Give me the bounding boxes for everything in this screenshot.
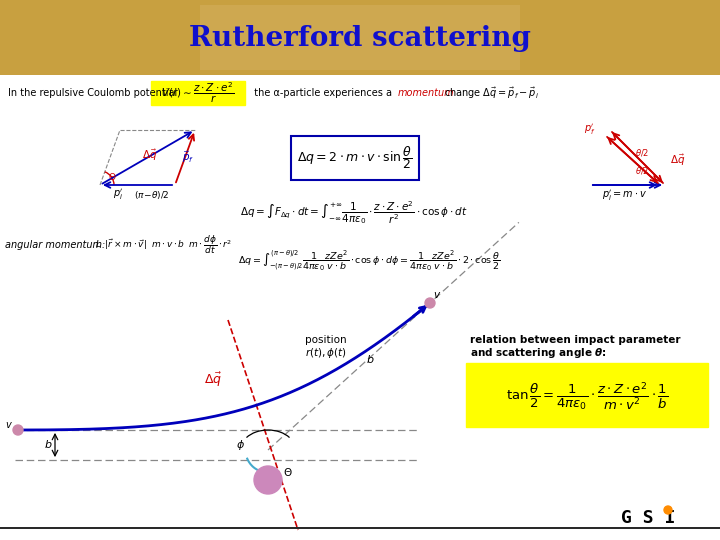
Text: v: v (5, 420, 11, 430)
Text: change $\Delta\vec{q} = \vec{p}_f - \vec{p}_i$: change $\Delta\vec{q} = \vec{p}_f - \vec… (444, 85, 539, 100)
Text: relation between impact parameter: relation between impact parameter (470, 335, 680, 345)
Bar (0, 0, 720, 75)
Text: $p_i' = m \cdot v$: $p_i' = m \cdot v$ (603, 188, 647, 204)
Text: $\Theta$: $\Theta$ (283, 466, 293, 478)
Text: $\Delta\vec{q}$: $\Delta\vec{q}$ (204, 371, 222, 389)
Bar (200, 5, 520, 70)
Bar (0, 75, 720, 530)
Text: position: position (305, 335, 346, 345)
Text: $(\pi\!-\!\theta)/2$: $(\pi\!-\!\theta)/2$ (134, 189, 170, 201)
Text: $L \;\; |\vec{r} \times m \cdot \vec{v}| \;\; m \cdot v \cdot b \;\; m \cdot \df: $L \;\; |\vec{r} \times m \cdot \vec{v}|… (95, 234, 233, 256)
Circle shape (425, 298, 435, 308)
Text: $\Theta$: $\Theta$ (108, 172, 116, 183)
Text: $\phi$: $\phi$ (235, 438, 245, 452)
Text: b: b (45, 440, 52, 450)
Text: $V(r){\sim}\dfrac{z \cdot Z \cdot e^2}{r}$: $V(r){\sim}\dfrac{z \cdot Z \cdot e^2}{r… (161, 81, 235, 105)
Text: $\theta/2$: $\theta/2$ (635, 165, 649, 176)
FancyBboxPatch shape (291, 136, 419, 180)
Text: $\Delta\vec{q}$: $\Delta\vec{q}$ (143, 147, 158, 163)
Text: angular momentum:: angular momentum: (5, 240, 105, 250)
Text: $\Delta\vec{q}$: $\Delta\vec{q}$ (670, 152, 685, 168)
FancyBboxPatch shape (151, 81, 245, 105)
Text: $\tan\dfrac{\theta}{2} = \dfrac{1}{4\pi\varepsilon_0} \cdot \dfrac{z \cdot Z \cd: $\tan\dfrac{\theta}{2} = \dfrac{1}{4\pi\… (506, 380, 668, 412)
Circle shape (13, 425, 23, 435)
FancyBboxPatch shape (466, 363, 708, 427)
Text: $\Delta q = \int_{-(\pi-\theta)/2}^{(\pi-\theta)/2} \dfrac{1}{4\pi\varepsilon_0}: $\Delta q = \int_{-(\pi-\theta)/2}^{(\pi… (238, 248, 500, 273)
Text: Rutherford scattering: Rutherford scattering (189, 24, 531, 51)
Text: $\Delta q = 2 \cdot m \cdot v \cdot \sin\dfrac{\theta}{2}$: $\Delta q = 2 \cdot m \cdot v \cdot \sin… (297, 145, 413, 172)
Text: v: v (433, 290, 439, 300)
Text: momentum: momentum (398, 88, 454, 98)
Circle shape (664, 506, 672, 514)
Text: the α-particle experiences a: the α-particle experiences a (248, 88, 392, 98)
Text: and scattering angle $\boldsymbol{\theta}$:: and scattering angle $\boldsymbol{\theta… (470, 346, 607, 360)
Text: $\Delta q = \int F_{\Delta q} \cdot dt = \int_{-\infty}^{+\infty} \dfrac{1}{4\pi: $\Delta q = \int F_{\Delta q} \cdot dt =… (240, 200, 468, 226)
Text: $\theta/2$: $\theta/2$ (635, 147, 649, 159)
Text: In the repulsive Coulomb potential: In the repulsive Coulomb potential (8, 88, 177, 98)
Text: $p_f'$: $p_f'$ (583, 123, 595, 137)
Text: b: b (366, 355, 374, 365)
Text: G S I: G S I (621, 509, 675, 527)
Text: $r(t), \phi(t)$: $r(t), \phi(t)$ (305, 346, 347, 360)
Text: $p_i'$: $p_i'$ (113, 187, 123, 202)
Text: $\vec{p}_f$: $\vec{p}_f$ (182, 149, 194, 165)
Circle shape (254, 466, 282, 494)
